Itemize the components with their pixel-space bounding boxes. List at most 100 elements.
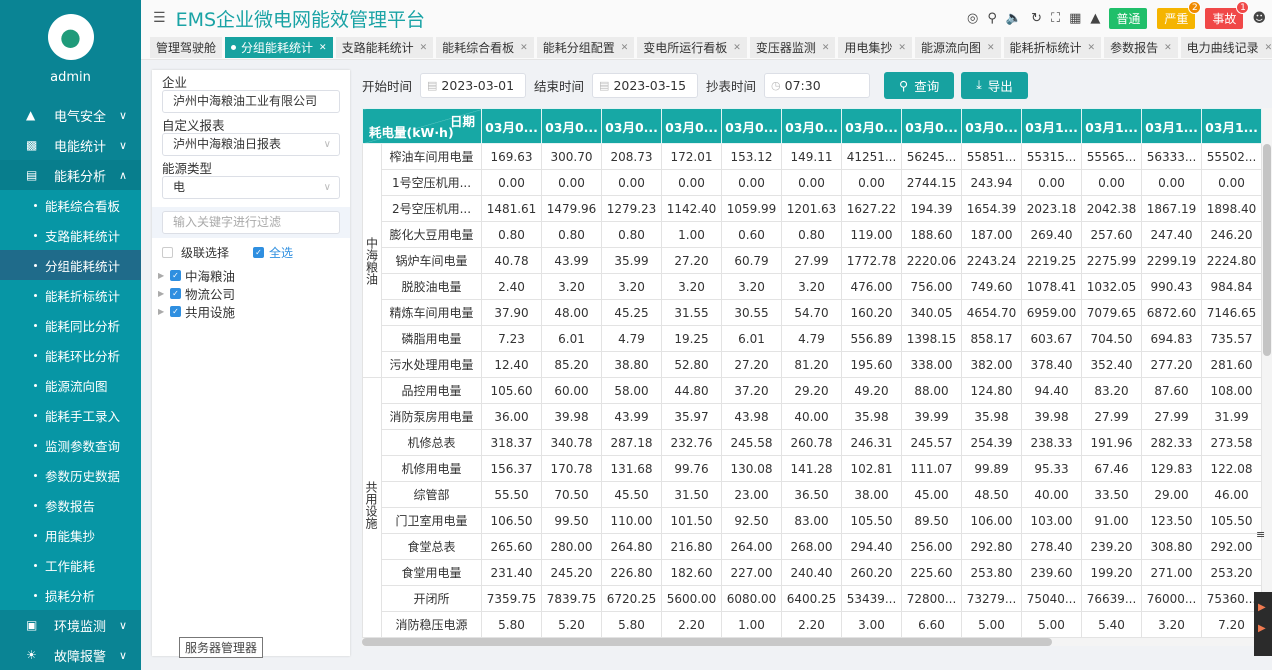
report-select[interactable]: 泸州中海粮油日报表 ∨ bbox=[162, 133, 340, 156]
menu-toggle-icon[interactable]: ☰ bbox=[153, 10, 166, 26]
tab-3[interactable]: 能耗综合看板 ✕ bbox=[436, 37, 534, 58]
close-icon[interactable]: ✕ bbox=[1164, 42, 1172, 53]
column-header[interactable]: 03月1... bbox=[1201, 108, 1262, 144]
sidebar-subitem[interactable]: 用能集抄 bbox=[0, 520, 141, 550]
sidebar-subitem[interactable]: 能耗同比分析 bbox=[0, 310, 141, 340]
sidebar-item-0[interactable]: ▲ 电气安全 ∨ bbox=[0, 100, 141, 130]
horizontal-scrollbar[interactable] bbox=[362, 638, 1262, 646]
expand-caret-icon[interactable]: ▶ bbox=[158, 306, 165, 316]
close-icon[interactable]: ✕ bbox=[419, 42, 428, 53]
expand-caret-icon[interactable]: ▶ bbox=[158, 270, 165, 280]
sidebar-subitem[interactable]: 监测参数查询 bbox=[0, 430, 141, 460]
alert-badge-2[interactable]: 事故 1 bbox=[1205, 1, 1250, 29]
settings-sliders-icon[interactable]: ≡ bbox=[1256, 528, 1266, 541]
sidebar-item-bottom-0[interactable]: ▣ 环境监测 ∨ bbox=[0, 610, 141, 640]
sidebar-subitem[interactable]: 损耗分析 bbox=[0, 580, 141, 610]
sidebar-item-bottom-1[interactable]: ☀ 故障报警 ∨ bbox=[0, 640, 141, 670]
column-header[interactable]: 03月0... bbox=[481, 108, 542, 144]
table-cell: 35.99 bbox=[601, 247, 662, 274]
close-icon[interactable]: ✕ bbox=[1264, 42, 1272, 53]
close-icon[interactable]: ✕ bbox=[319, 42, 327, 53]
tooltip: 服务器管理器 bbox=[179, 637, 264, 658]
expand-caret-icon[interactable]: ▶ bbox=[158, 288, 165, 298]
column-header[interactable]: 03月0... bbox=[721, 108, 782, 144]
tab-9[interactable]: 能耗折标统计 ✕ bbox=[1003, 37, 1102, 58]
tree-node[interactable]: ▶ ✓ 共用设施 bbox=[158, 302, 340, 320]
column-header[interactable]: 03月1... bbox=[1081, 108, 1142, 144]
avatar[interactable]: ● bbox=[47, 14, 94, 60]
search-button[interactable]: ⚲ 查询 bbox=[884, 71, 955, 99]
side-widget[interactable]: ▶ ▶ bbox=[1254, 592, 1272, 656]
sidebar-subitem[interactable]: 参数报告 bbox=[0, 490, 141, 520]
close-icon[interactable]: ✕ bbox=[986, 42, 995, 53]
tab-8[interactable]: 能源流向图 ✕ bbox=[914, 37, 1001, 58]
close-icon[interactable]: ✕ bbox=[520, 42, 528, 53]
column-header[interactable]: 03月1... bbox=[1021, 108, 1082, 144]
close-icon[interactable]: ✕ bbox=[821, 42, 830, 53]
column-header[interactable]: 03月0... bbox=[661, 108, 722, 144]
column-header[interactable]: 03月0... bbox=[961, 108, 1022, 144]
close-icon[interactable]: ✕ bbox=[733, 42, 741, 53]
tab-10[interactable]: 参数报告 ✕ bbox=[1104, 37, 1178, 58]
column-header[interactable]: 03月0... bbox=[541, 108, 602, 144]
refresh-icon[interactable]: ↻ bbox=[1031, 11, 1042, 26]
tab-6[interactable]: 变压器监测 ✕ bbox=[749, 37, 836, 58]
sidebar-item-1[interactable]: ▩ 电能统计 ∨ bbox=[0, 130, 141, 160]
export-label: 导出 bbox=[987, 78, 1013, 94]
column-header[interactable]: 03月0... bbox=[601, 108, 662, 144]
sidebar-subitem[interactable]: 参数历史数据 bbox=[0, 460, 141, 490]
company-field[interactable]: 泸州中海粮油工业有限公司 bbox=[162, 90, 340, 113]
select-all-checkbox[interactable]: ✓ bbox=[253, 246, 265, 258]
tab-4[interactable]: 能耗分组配置 ✕ bbox=[536, 37, 635, 58]
search-icon[interactable]: ⚲ bbox=[987, 11, 997, 26]
start-time-label: 开始时间 bbox=[362, 78, 413, 94]
tree-node[interactable]: ▶ ✓ 物流公司 bbox=[158, 284, 340, 302]
theme-shirt-icon[interactable]: ▲ bbox=[1090, 11, 1101, 26]
tree-checkbox[interactable]: ✓ bbox=[170, 269, 181, 281]
cascade-checkbox[interactable] bbox=[162, 246, 173, 258]
close-icon[interactable]: ✕ bbox=[898, 42, 906, 53]
sidebar-subitem[interactable]: 工作能耗 bbox=[0, 550, 141, 580]
column-header[interactable]: 03月1... bbox=[1141, 108, 1202, 144]
select-all-label[interactable]: 全选 bbox=[269, 245, 294, 260]
sidebar-subitem[interactable]: 能耗折标统计 bbox=[0, 280, 141, 310]
export-button[interactable]: ⤓ 导出 bbox=[961, 71, 1028, 99]
sidebar-subitem[interactable]: 分组能耗统计 bbox=[0, 250, 141, 280]
tree-filter-input[interactable]: 输入关键字进行过滤 bbox=[162, 211, 340, 234]
tab-11[interactable]: 电力曲线记录 ✕ bbox=[1180, 37, 1272, 58]
start-date-input[interactable]: ▤ 2023-03-01 bbox=[420, 72, 527, 98]
table-cell: 95.33 bbox=[1021, 455, 1082, 482]
fullscreen-icon[interactable]: ⛶ bbox=[1050, 11, 1061, 26]
sidebar-subitem[interactable]: 能耗环比分析 bbox=[0, 340, 141, 370]
alert-badge-1[interactable]: 严重 2 bbox=[1157, 1, 1202, 29]
energy-select[interactable]: 电 ∨ bbox=[162, 176, 340, 199]
read-time-input[interactable]: ◷ 07:30 bbox=[764, 72, 871, 98]
alert-badge-0[interactable]: 普通 bbox=[1109, 8, 1148, 29]
font-size-icon[interactable]: ▦ bbox=[1069, 11, 1082, 26]
tab-7[interactable]: 用电集抄 ✕ bbox=[838, 37, 912, 58]
sidebar-item-2[interactable]: ▤ 能耗分析 ∧ bbox=[0, 160, 141, 190]
vertical-scrollbar[interactable] bbox=[1262, 108, 1272, 644]
tab-2[interactable]: 支路能耗统计 ✕ bbox=[335, 37, 434, 58]
user-icon[interactable]: ☻ bbox=[1252, 11, 1266, 26]
tab-5[interactable]: 变电所运行看板 ✕ bbox=[637, 37, 747, 58]
tree-checkbox[interactable]: ✓ bbox=[170, 287, 181, 299]
help-icon[interactable]: ◎ bbox=[967, 11, 979, 26]
close-icon[interactable]: ✕ bbox=[1087, 42, 1096, 53]
sidebar-subitem[interactable]: 能耗手工录入 bbox=[0, 400, 141, 430]
tab-1[interactable]: 分组能耗统计 ✕ bbox=[225, 37, 333, 58]
tab-0[interactable]: 管理驾驶舱 bbox=[150, 37, 223, 58]
table-cell: 1479.96 bbox=[541, 195, 602, 222]
close-icon[interactable]: ✕ bbox=[620, 42, 629, 53]
end-date-input[interactable]: ▤ 2023-03-15 bbox=[592, 72, 699, 98]
tree-node[interactable]: ▶ ✓ 中海粮油 bbox=[158, 266, 340, 284]
sidebar-subitem[interactable]: 支路能耗统计 bbox=[0, 220, 141, 250]
column-header[interactable]: 03月0... bbox=[841, 108, 902, 144]
sidebar-subitem[interactable]: 能源流向图 bbox=[0, 370, 141, 400]
column-header[interactable]: 03月0... bbox=[901, 108, 962, 144]
tree-checkbox[interactable]: ✓ bbox=[170, 305, 181, 317]
sidebar-subitem-label: 工作能耗 bbox=[45, 558, 96, 574]
volume-icon[interactable]: 🔈 bbox=[1005, 11, 1023, 26]
sidebar-subitem[interactable]: 能耗综合看板 bbox=[0, 190, 141, 220]
column-header[interactable]: 03月0... bbox=[781, 108, 842, 144]
